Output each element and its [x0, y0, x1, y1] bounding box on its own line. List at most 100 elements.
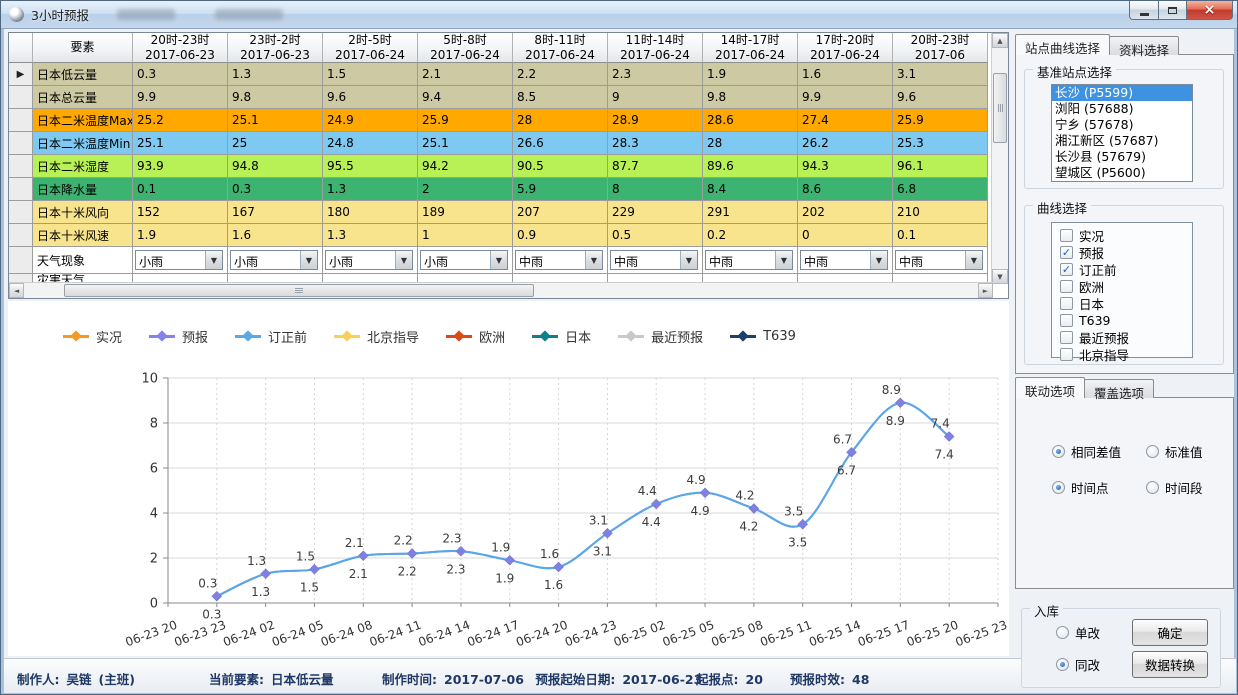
scroll-up-button[interactable]: ▲: [992, 33, 1008, 48]
value-cell[interactable]: 24.9: [323, 109, 418, 132]
value-cell[interactable]: 93.9: [133, 155, 228, 178]
weather-dropdown-cell[interactable]: 小雨 ▼: [323, 247, 418, 274]
weather-combobox[interactable]: 中雨 ▼: [895, 250, 983, 270]
checkbox-icon[interactable]: [1060, 330, 1073, 344]
data-point-marker[interactable]: [260, 568, 272, 580]
scroll-left-button[interactable]: ◄: [9, 283, 24, 298]
radio-icon[interactable]: [1052, 445, 1065, 458]
data-point-marker[interactable]: [553, 561, 564, 573]
data-point-marker[interactable]: [748, 503, 760, 514]
checkbox-icon[interactable]: ✓: [1060, 245, 1073, 259]
row-selector-cell[interactable]: [9, 155, 33, 178]
data-point-marker[interactable]: [406, 548, 418, 559]
confirm-button[interactable]: 确定: [1132, 619, 1208, 646]
value-cell[interactable]: 0.5: [608, 224, 703, 247]
value-cell[interactable]: 25: [228, 132, 323, 155]
weather-combobox[interactable]: 中雨 ▼: [800, 250, 888, 270]
value-cell[interactable]: 3.1: [893, 63, 988, 86]
weather-dropdown-cell[interactable]: 中雨 ▼: [798, 247, 893, 274]
value-cell[interactable]: 9: [608, 86, 703, 109]
value-cell[interactable]: 1.3: [323, 224, 418, 247]
value-cell[interactable]: 1.5: [323, 63, 418, 86]
maximize-button[interactable]: [1159, 1, 1187, 20]
row-selector-cell[interactable]: [9, 86, 33, 109]
value-cell[interactable]: 1.6: [798, 63, 893, 86]
weather-dropdown-cell[interactable]: 小雨 ▼: [418, 247, 513, 274]
weather-dropdown-cell[interactable]: 小雨 ▼: [133, 247, 228, 274]
data-point-marker[interactable]: [357, 550, 369, 562]
value-cell[interactable]: 1: [418, 224, 513, 247]
data-point-marker[interactable]: [455, 545, 467, 557]
value-cell[interactable]: 28: [703, 132, 798, 155]
data-point-marker[interactable]: [943, 431, 955, 442]
weather-combobox[interactable]: 小雨 ▼: [135, 250, 223, 270]
value-cell[interactable]: 8.6: [798, 178, 893, 201]
weather-combobox[interactable]: 中雨 ▼: [705, 250, 793, 270]
value-cell[interactable]: 202: [798, 201, 893, 224]
weather-combobox[interactable]: 小雨 ▼: [230, 250, 318, 270]
value-cell[interactable]: 26.2: [798, 132, 893, 155]
row-selector-cell[interactable]: [9, 247, 33, 274]
value-cell[interactable]: 26.6: [513, 132, 608, 155]
curve-option[interactable]: 北京指导: [1060, 346, 1192, 363]
weather-combobox[interactable]: 小雨 ▼: [325, 250, 413, 270]
row-selector-cell[interactable]: ▶: [9, 63, 33, 86]
value-cell[interactable]: 94.2: [418, 155, 513, 178]
value-cell[interactable]: 1.3: [228, 63, 323, 86]
link-option[interactable]: 相同差值: [1052, 442, 1121, 461]
row-selector-cell[interactable]: [9, 224, 33, 247]
row-selector-cell[interactable]: [9, 201, 33, 224]
value-cell[interactable]: 0.2: [703, 224, 798, 247]
value-cell[interactable]: 9.9: [133, 86, 228, 109]
data-point-marker[interactable]: [894, 397, 906, 409]
value-cell[interactable]: 1.6: [228, 224, 323, 247]
value-cell[interactable]: 0: [798, 224, 893, 247]
value-cell[interactable]: 28: [513, 109, 608, 132]
curve-option[interactable]: ✓ 预报: [1060, 244, 1192, 261]
weather-dropdown-cell[interactable]: 中雨 ▼: [513, 247, 608, 274]
data-convert-button[interactable]: 数据转换: [1132, 651, 1208, 678]
chevron-down-icon[interactable]: ▼: [965, 251, 982, 269]
radio-icon[interactable]: [1052, 481, 1065, 494]
value-cell[interactable]: 28.6: [703, 109, 798, 132]
tab-station-1[interactable]: 资料选择: [1109, 36, 1180, 58]
chevron-down-icon[interactable]: ▼: [300, 251, 317, 269]
checkbox-icon[interactable]: [1060, 279, 1073, 293]
checkbox-icon[interactable]: [1060, 296, 1073, 310]
weather-dropdown-cell[interactable]: 中雨 ▼: [893, 247, 988, 274]
curve-option[interactable]: 日本: [1060, 295, 1192, 312]
value-cell[interactable]: 9.9: [798, 86, 893, 109]
data-point-marker[interactable]: [504, 554, 516, 566]
station-list-item[interactable]: 望城区 (P5600): [1055, 165, 1146, 180]
tab-link-1[interactable]: 覆盖选项: [1084, 379, 1155, 401]
value-cell[interactable]: 5.9: [513, 178, 608, 201]
value-cell[interactable]: 0.1: [893, 224, 988, 247]
value-cell[interactable]: 207: [513, 201, 608, 224]
value-cell[interactable]: 0.1: [133, 178, 228, 201]
weather-combobox[interactable]: 中雨 ▼: [610, 250, 698, 270]
value-cell[interactable]: 189: [418, 201, 513, 224]
tab-station-0[interactable]: 站点曲线选择: [1015, 34, 1111, 56]
value-cell[interactable]: 9.6: [893, 86, 988, 109]
data-point-marker[interactable]: [602, 527, 613, 539]
curve-option[interactable]: 欧洲: [1060, 278, 1192, 295]
value-cell[interactable]: 8.4: [703, 178, 798, 201]
value-cell[interactable]: 25.1: [228, 109, 323, 132]
data-point-marker[interactable]: [211, 590, 223, 602]
vertical-scroll-thumb[interactable]: [993, 73, 1007, 143]
curve-option[interactable]: 最近预报: [1060, 329, 1192, 346]
curve-option[interactable]: T639: [1060, 312, 1192, 328]
link-option[interactable]: 标准值: [1146, 442, 1203, 461]
value-cell[interactable]: 1.3: [323, 178, 418, 201]
value-cell[interactable]: 90.5: [513, 155, 608, 178]
checkbox-icon[interactable]: [1060, 313, 1073, 327]
radio-icon[interactable]: [1056, 626, 1069, 639]
value-cell[interactable]: 25.9: [893, 109, 988, 132]
table-vertical-scrollbar[interactable]: ▲ ▼: [991, 33, 1008, 284]
value-cell[interactable]: 94.8: [228, 155, 323, 178]
value-cell[interactable]: 28.3: [608, 132, 703, 155]
value-cell[interactable]: 9.6: [323, 86, 418, 109]
chevron-down-icon[interactable]: ▼: [395, 251, 412, 269]
weather-combobox[interactable]: 小雨 ▼: [420, 250, 508, 270]
chevron-down-icon[interactable]: ▼: [585, 251, 602, 269]
